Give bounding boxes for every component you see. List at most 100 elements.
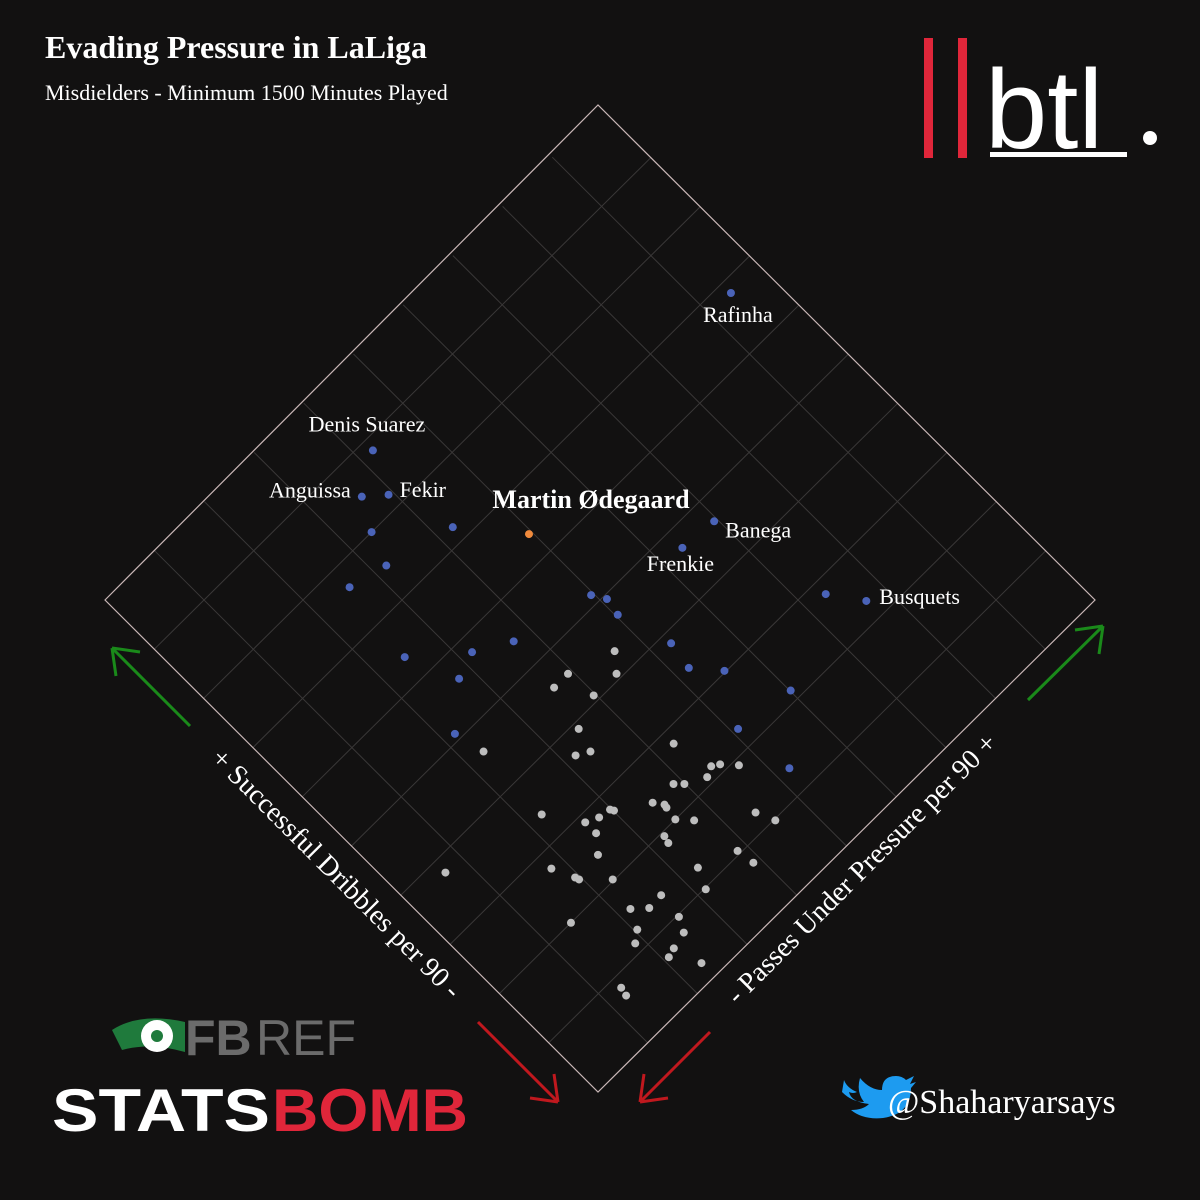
point [726, 288, 735, 297]
point [547, 864, 556, 873]
point [662, 803, 671, 812]
grid-line [351, 353, 849, 847]
twitter: @Shaharyarsays [842, 1076, 1116, 1121]
point [571, 751, 580, 760]
statsbomb-b: BOMB [272, 1077, 468, 1144]
point [710, 517, 719, 526]
point [720, 666, 729, 675]
point [574, 724, 583, 733]
point [382, 561, 391, 570]
point [524, 530, 533, 539]
point [664, 953, 673, 962]
point [716, 760, 725, 769]
point [617, 983, 626, 992]
point [592, 829, 601, 838]
fbref-a: FB [185, 1010, 252, 1066]
point [657, 891, 666, 900]
point [581, 818, 590, 827]
point [664, 839, 673, 848]
point [771, 816, 780, 825]
grid-line [203, 206, 701, 699]
point [786, 686, 795, 695]
point-label: Anguissa [269, 478, 351, 503]
point [455, 674, 464, 683]
point-label: Rafinha [703, 302, 773, 327]
point [671, 815, 680, 824]
fbref-b: REF [256, 1010, 356, 1066]
point [690, 816, 699, 825]
point [550, 683, 559, 692]
point [821, 590, 830, 599]
point [785, 764, 794, 773]
point [693, 863, 702, 872]
point [566, 918, 575, 927]
chart-subtitle: Misdielders - Minimum 1500 Minutes Playe… [45, 80, 448, 105]
point [450, 729, 459, 738]
point [684, 663, 693, 672]
points: Rafinha Denis Suarez Anguissa Fekir Banega Fr… [269, 288, 960, 1000]
grid-line [153, 156, 652, 650]
point-label: Fekir [400, 477, 447, 502]
statsbomb-a: STATS [52, 1077, 270, 1144]
twitter-handle: @Shaharyarsays [888, 1084, 1116, 1121]
point [678, 543, 687, 552]
point [575, 875, 584, 884]
point [612, 669, 621, 678]
point [648, 798, 657, 807]
point [589, 691, 598, 700]
point [669, 739, 678, 748]
grid-line [452, 255, 947, 748]
grid-line [402, 304, 897, 798]
point [610, 647, 619, 656]
fbref-logo: FB REF [112, 1010, 356, 1066]
point [697, 959, 706, 968]
point [586, 747, 595, 756]
point [468, 648, 477, 657]
point [707, 762, 716, 771]
point [674, 912, 683, 921]
statsbomb-logo: STATS BOMB [52, 1077, 468, 1144]
point [633, 925, 642, 934]
point-label: Busquets [879, 584, 960, 609]
point [669, 944, 678, 953]
point [679, 928, 688, 937]
point-label: Denis Suarez [309, 411, 426, 436]
grid-line [502, 206, 996, 699]
plot-border [104, 104, 1096, 1093]
point [667, 639, 676, 648]
point [734, 724, 743, 733]
point [626, 904, 635, 913]
arrows [110, 624, 1105, 1104]
point [733, 846, 742, 855]
btl-logo: btl [924, 38, 1157, 172]
chart-title: Evading Pressure in LaLiga [45, 29, 427, 65]
point-label: Frenkie [647, 551, 714, 576]
point-label: Banega [725, 517, 791, 542]
point [537, 810, 546, 819]
point [660, 832, 669, 841]
point [751, 808, 760, 817]
grid-line [252, 255, 751, 748]
point-label: Martin Ødegaard [492, 485, 690, 514]
point [595, 813, 604, 822]
point [622, 991, 631, 1000]
point [669, 780, 678, 789]
point [703, 773, 712, 782]
point [749, 858, 758, 867]
point [645, 903, 654, 912]
point [441, 868, 450, 877]
point [734, 761, 743, 770]
point [345, 583, 354, 592]
point [368, 446, 377, 455]
grid-line [551, 156, 1046, 650]
point [608, 875, 617, 884]
point [479, 747, 488, 756]
point [400, 653, 409, 662]
point [602, 595, 611, 604]
point [448, 523, 457, 532]
point [367, 528, 376, 537]
point [384, 490, 393, 499]
point [593, 850, 602, 859]
point [509, 637, 518, 646]
